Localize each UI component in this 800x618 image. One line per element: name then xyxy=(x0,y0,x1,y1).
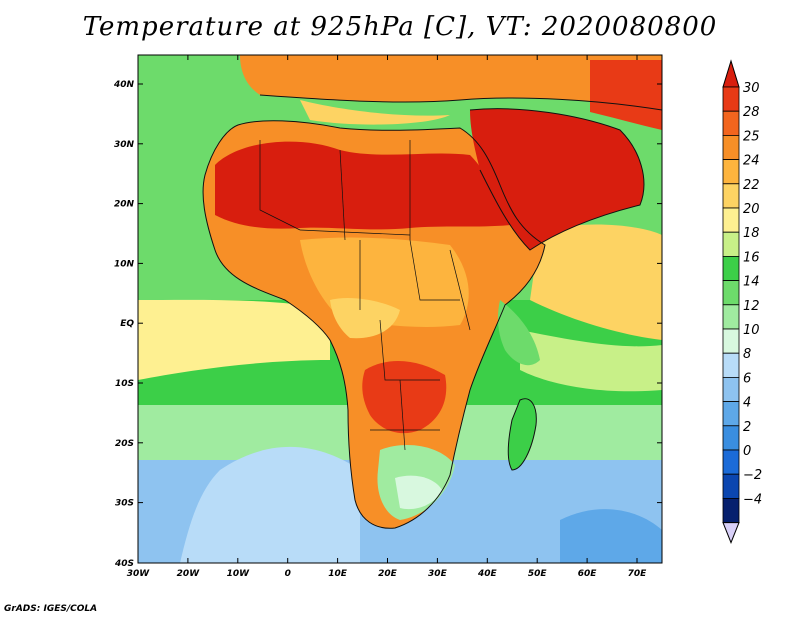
colorbar-label: 25 xyxy=(743,129,760,144)
colorbar-segment xyxy=(722,110,740,136)
arabia-hot xyxy=(470,108,644,251)
colorbar-segment xyxy=(722,449,740,475)
lon-label: 10W xyxy=(227,569,251,579)
colorbar-label: 10 xyxy=(743,323,760,338)
congo-basin xyxy=(330,298,400,339)
map-title: Temperature at 925hPa [C], VT: 202008080… xyxy=(82,12,718,42)
colorbar-label: 18 xyxy=(743,226,760,241)
arabia-coastline xyxy=(469,108,645,251)
madagascar-coastline xyxy=(507,398,537,471)
middle-east-warm xyxy=(590,60,662,130)
east-africa-coast xyxy=(497,300,540,366)
map-field xyxy=(138,55,662,563)
grads-credit: GrADS: IGES/COLA xyxy=(4,604,98,614)
colorbar-segment xyxy=(722,473,740,499)
lat-label: 30S xyxy=(115,499,134,509)
atlantic-warm-band xyxy=(138,299,330,380)
lat-label: EQ xyxy=(120,319,134,329)
colorbar-label: 28 xyxy=(743,105,760,120)
colorbar-segment xyxy=(722,255,740,281)
colorbar-label: 8 xyxy=(743,347,751,362)
ocean-cold-patch-east xyxy=(560,509,662,563)
africa-coastline xyxy=(202,120,546,529)
lat-label: 20S xyxy=(115,439,134,449)
map-frame xyxy=(137,54,663,564)
lon-label: 20E xyxy=(378,569,398,579)
colorbar-label: 12 xyxy=(743,299,760,314)
colorbar-segment xyxy=(722,352,740,378)
colorbar-segment xyxy=(722,497,740,523)
lon-label: 70E xyxy=(628,569,648,579)
lat-label: 40N xyxy=(113,80,135,90)
colorbar-segment xyxy=(722,401,740,427)
lon-label: 30W xyxy=(127,569,151,579)
lat-label: 20N xyxy=(114,200,135,210)
mediterranean-sea xyxy=(300,100,450,125)
colorbar-segment xyxy=(722,159,740,185)
europe-coastline xyxy=(259,94,663,111)
colorbar-label: 14 xyxy=(743,275,760,290)
colorbar-segment xyxy=(722,376,740,402)
colorbar-segment xyxy=(722,304,740,330)
lat-label: 30N xyxy=(114,140,135,150)
lat-label: 10S xyxy=(115,379,134,389)
colorbar-label: 2 xyxy=(743,420,751,435)
lon-label: 20W xyxy=(177,569,201,579)
madagascar xyxy=(508,398,537,470)
latitude-axis: 40N 30N 20N 10N EQ 10S 20S 30S 40S xyxy=(113,80,662,569)
europe-region xyxy=(240,55,662,110)
colorbar-segment xyxy=(722,207,740,233)
colorbar-segment xyxy=(722,425,740,451)
south-africa-cool2 xyxy=(395,475,442,510)
colorbar-label: 6 xyxy=(743,371,751,386)
colorbar-label: 0 xyxy=(743,444,751,459)
colorbar-segment xyxy=(722,231,740,257)
colorbar-label: 4 xyxy=(743,396,751,411)
colorbar-segment xyxy=(722,328,740,354)
indian-ocean-mild xyxy=(520,330,662,392)
colorbar-segment xyxy=(722,280,740,306)
colorbar-bottom-arrow xyxy=(722,522,740,544)
lon-label: 0 xyxy=(285,569,291,579)
colorbar-segment xyxy=(722,134,740,160)
colorbar-label: 30 xyxy=(743,81,760,96)
southern-africa-hot xyxy=(362,360,447,434)
colorbar-label: 22 xyxy=(743,178,760,193)
colorbar-label: −2 xyxy=(743,468,762,483)
colorbar-label: 16 xyxy=(743,250,760,265)
colorbar-label: 24 xyxy=(743,154,760,169)
lon-label: 40E xyxy=(477,569,498,579)
ocean-cold-patch xyxy=(180,446,360,563)
lon-label: 50E xyxy=(528,569,548,579)
colorbar-label: 20 xyxy=(743,202,760,217)
lon-label: 60E xyxy=(578,569,598,579)
lon-label: 30E xyxy=(428,569,448,579)
lon-label: 10E xyxy=(328,569,348,579)
colorbar-segment xyxy=(722,86,740,112)
country-borders xyxy=(259,140,471,451)
colorbar-segment xyxy=(722,183,740,209)
lat-label: 40S xyxy=(114,559,134,569)
longitude-axis: 30W 20W 10W 0 10E 20E 30E 40E 50E 60E 70E xyxy=(127,55,647,579)
sahara-hot xyxy=(215,141,510,230)
indian-ocean-warm xyxy=(530,224,662,340)
colorbar-label: −4 xyxy=(743,492,762,507)
colorbar-top-arrow xyxy=(722,59,740,88)
lat-label: 10N xyxy=(114,259,135,269)
